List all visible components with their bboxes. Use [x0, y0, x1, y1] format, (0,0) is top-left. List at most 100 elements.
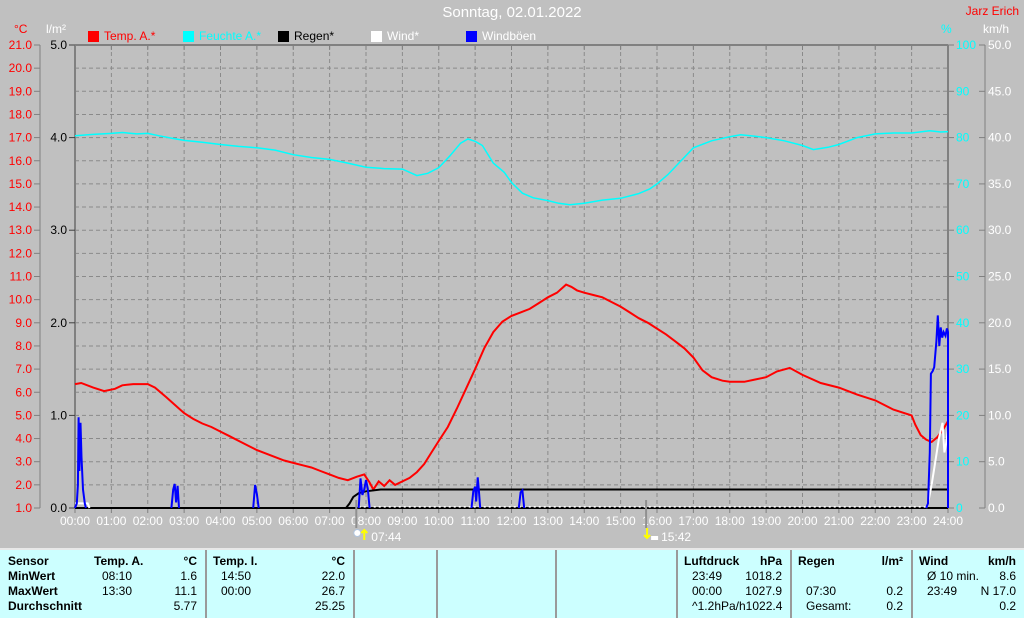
value-number: 25.25	[314, 599, 345, 613]
page-title: Sonntag, 02.01.2022	[442, 4, 582, 21]
temp-axis-tick-label: 8.0	[15, 339, 32, 353]
table-value-row: 5.77	[88, 599, 205, 614]
temp-axis-tick-label: 20.0	[9, 61, 33, 75]
table-group-wind: Wind km/h Ø 10 min. 8.6 23:49 N 17.0 0.2	[913, 550, 1024, 618]
table-row-label: MaxWert	[8, 584, 58, 598]
wind-axis-tick-label: 5.0	[988, 455, 1005, 469]
left-axis-unit-temp: °C	[14, 22, 28, 36]
hour-tick-label: 24:00	[933, 514, 963, 528]
wind-axis-tick-label: 20.0	[988, 316, 1012, 330]
series-line-windb-en	[357, 478, 371, 509]
series-line-temp-a-	[74, 283, 949, 492]
hour-tick-label: 19:00	[751, 514, 781, 528]
table-value-row: 23:49 1018.2	[678, 569, 790, 584]
wind-axis-tick-label: 0.0	[988, 501, 1005, 515]
right-axis-unit-wind: km/h	[983, 22, 1010, 36]
right-axis-unit-humidity: %	[941, 22, 952, 36]
temp-axis-tick-label: 9.0	[15, 316, 32, 330]
humidity-axis-tick-label: 70	[956, 177, 970, 191]
legend-label: Temp. A.*	[104, 29, 156, 43]
temp-axis-tick-label: 14.0	[9, 200, 33, 214]
value-time: ^1.2hPa/h	[692, 599, 746, 613]
left-axis-unit-rain: l/m²	[46, 22, 66, 36]
sensor-name: Temp. A.	[94, 554, 144, 568]
table-group-header: Temp. I. °C	[207, 554, 353, 569]
hour-tick-label: 02:00	[133, 514, 163, 528]
value-number: 1022.4	[745, 599, 783, 613]
table-value-row	[355, 584, 436, 599]
table-group-header: Temp. A. °C	[88, 554, 205, 569]
humidity-axis-tick-label: 80	[956, 131, 970, 145]
humidity-axis-tick-label: 10	[956, 455, 970, 469]
table-value-row	[355, 569, 436, 584]
rain-axis-tick-label: 4.0	[50, 131, 67, 145]
value-number: 1027.9	[745, 584, 782, 598]
rain-axis-tick-label: 2.0	[50, 316, 67, 330]
table-value-row	[438, 569, 555, 584]
hour-tick-label: 14:00	[569, 514, 599, 528]
humidity-axis-tick-label: 50	[956, 270, 970, 284]
station-name: Jarz Erich	[965, 4, 1019, 18]
humidity-axis-tick-label: 0	[956, 501, 963, 515]
temp-axis-tick-label: 1.0	[15, 501, 32, 515]
humidity-axis-tick-label: 30	[956, 362, 970, 376]
table-group-regen: Regen l/m² 07:30 0.2 Gesamt: 0.2	[792, 550, 913, 618]
hour-tick-label: 01:00	[96, 514, 126, 528]
legend-item-1: Feuchte A.*	[183, 29, 261, 43]
sensor-unit: °C	[331, 554, 345, 568]
hour-tick-label: 17:00	[678, 514, 708, 528]
value-number: 11.1	[174, 584, 197, 598]
table-value-row	[355, 599, 436, 614]
table-value-row	[438, 599, 555, 614]
series-line-windb-en	[170, 483, 180, 509]
legend-label: Feuchte A.*	[199, 29, 262, 43]
table-value-row	[438, 584, 555, 599]
series-line-windb-en	[252, 484, 260, 509]
table-value-row: 00:00 26.7	[207, 584, 353, 599]
value-time: 13:30	[102, 584, 133, 598]
table-row-label: Sensor	[8, 554, 49, 568]
hour-tick-label: 07:00	[315, 514, 345, 528]
table-value-row	[792, 569, 911, 584]
legend-swatch-icon	[183, 30, 194, 42]
wind-axis-tick-label: 30.0	[988, 223, 1012, 237]
value-number: 1018.2	[745, 569, 782, 583]
table-row-label: MinWert	[8, 569, 56, 583]
value-number: 0.2	[999, 599, 1016, 613]
sunrise-marker-arrow-icon	[360, 528, 368, 540]
series-line-windb-en	[517, 488, 526, 509]
temp-axis-tick-label: 5.0	[15, 408, 32, 422]
table-row-labels-column: Sensor MinWert MaxWert Durchschnitt	[0, 550, 88, 618]
legend-label: Regen*	[294, 29, 335, 43]
temp-axis-tick-label: 6.0	[15, 385, 32, 399]
wind-axis-tick-label: 15.0	[988, 362, 1012, 376]
sensor-unit: hPa	[759, 554, 782, 568]
hour-tick-label: 10:00	[424, 514, 454, 528]
legend-swatch-icon	[88, 30, 99, 42]
sunset-marker-icon	[651, 536, 659, 540]
legend-item-2: Regen*	[278, 29, 334, 43]
temp-axis-tick-label: 2.0	[15, 478, 32, 492]
hour-tick-label: 16:00	[642, 514, 672, 528]
sunset-marker-arrow-icon	[643, 528, 651, 540]
legend-item-4: Windböen	[466, 29, 536, 43]
temp-axis-tick-label: 15.0	[9, 177, 33, 191]
temp-axis-tick-label: 21.0	[9, 38, 33, 52]
legend-swatch-icon	[278, 30, 289, 42]
humidity-axis-tick-label: 100	[956, 38, 976, 52]
hour-tick-label: 09:00	[387, 514, 417, 528]
value-time: 14:50	[221, 569, 252, 583]
table-value-row: 23:49 N 17.0	[913, 584, 1024, 599]
table-value-row: 25.25	[207, 599, 353, 614]
wind-axis-tick-label: 35.0	[988, 177, 1012, 191]
value-time: Ø 10 min.	[927, 569, 980, 583]
summary-table: Sensor MinWert MaxWert Durchschnitt Temp. A.…	[0, 548, 1024, 618]
value-number: 8.6	[999, 569, 1016, 583]
hour-tick-label: 08:00	[351, 514, 381, 528]
hour-tick-label: 12:00	[496, 514, 526, 528]
hour-tick-label: 18:00	[715, 514, 745, 528]
sunrise-marker-time-label: 07:44	[371, 530, 401, 544]
series-line-regen	[75, 488, 948, 509]
value-number: 0.2	[886, 599, 903, 613]
